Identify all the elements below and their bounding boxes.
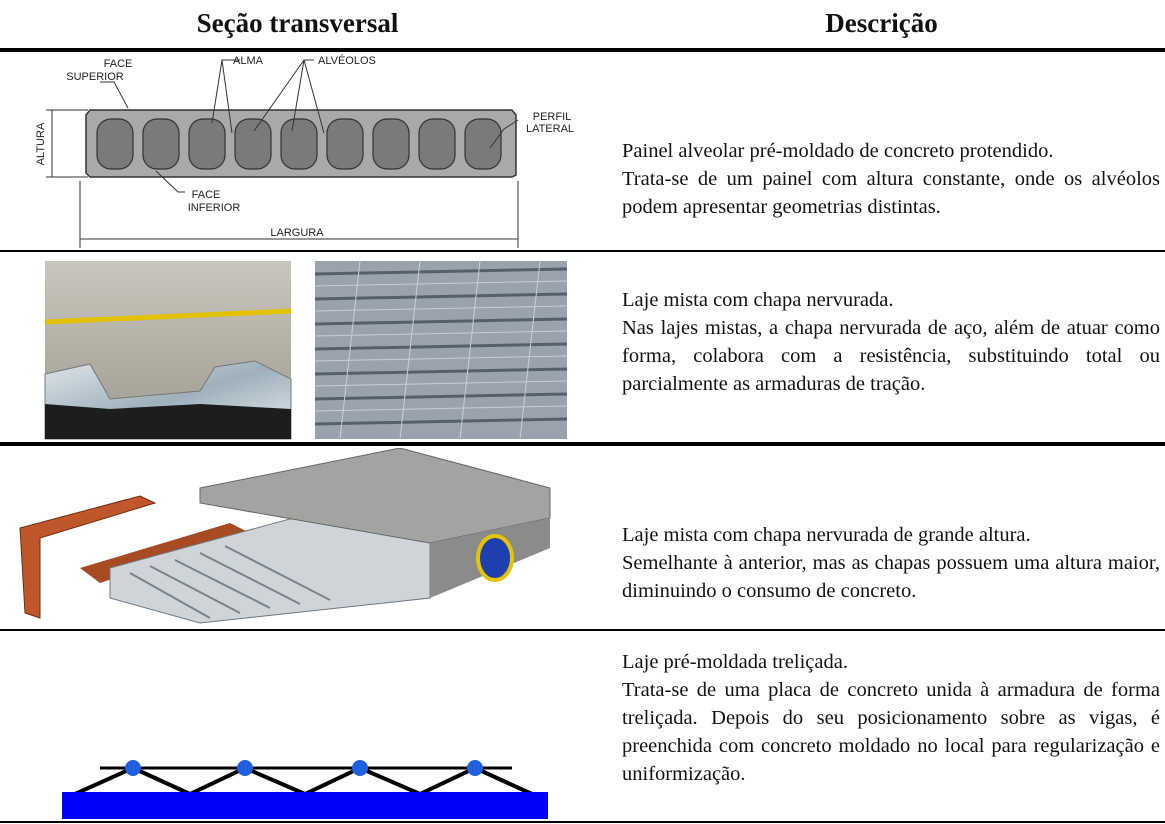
shape [464,118,502,170]
shape [314,405,568,412]
shape [142,118,180,170]
shape [199,552,301,605]
shape [372,118,410,170]
shape [314,305,568,312]
shape [314,317,568,326]
rule [0,821,1165,823]
shape [74,765,533,797]
shape [125,760,483,776]
shape [314,260,568,440]
shape [314,267,568,276]
hollow-core-figure: FACE SUPERIOR ALMA ALVÉOLOS PERFIL LATER… [35,54,574,248]
description-title: Painel alveolar pré-moldado de concreto … [622,140,1054,162]
figure-label: LARGURA [270,227,324,239]
figure-label: INFERIOR [188,202,241,214]
shape [314,292,568,301]
shape [96,118,502,170]
shape [45,404,291,439]
shape [326,118,364,170]
figure-label: FACE [192,189,221,201]
truss-figure [62,760,548,819]
shape [352,760,368,776]
shape [174,559,271,609]
figure-label: FACE [104,58,133,70]
description-title: Laje pré-moldada treliçada. [622,651,848,673]
shape [96,118,134,170]
figure-label: ALMA [233,55,264,67]
description-text: Semelhante à anterior, mas as chapas pos… [622,552,1160,602]
shape [237,760,253,776]
description: Painel alveolar pré-moldado de concreto … [622,137,1160,221]
shape [19,495,157,619]
shape [100,81,129,109]
rule [0,629,1165,631]
shape [339,260,361,440]
shape [129,545,331,619]
rule [0,442,1165,446]
shape [519,260,541,440]
shape [211,59,240,134]
description-text: Trata-se de uma placa de concreto unida … [622,679,1160,785]
shape [314,330,568,337]
shape [314,342,568,351]
rule [0,48,1165,52]
column-header: Seção transversal [196,8,399,38]
steel-deck-photos [44,260,568,440]
figure-label: PERFIL [533,111,572,123]
shape [467,760,483,776]
shape [459,260,481,440]
figure-label: LATERAL [526,123,574,135]
shape [234,118,272,170]
description-title: Laje mista com chapa nervurada. [622,289,894,311]
shape [314,367,568,376]
shape [62,792,548,819]
shape [315,261,567,439]
shape [46,59,519,248]
shape [188,118,226,170]
shape [399,260,421,440]
shape [253,59,325,134]
figure-label: SUPERIOR [66,71,124,83]
description-text: Trata-se de um painel com altura constan… [622,168,1160,218]
description: Laje pré-moldada treliçada. Trata-se de … [622,648,1160,788]
figure-label: ALVÉOLOS [318,54,376,67]
shape [155,170,185,193]
description: Laje mista com chapa nervurada de grande… [622,521,1160,605]
shape [476,534,514,582]
shape [314,417,568,426]
shape [224,545,331,601]
shape [280,118,318,170]
shape [149,565,241,614]
shape [314,355,568,362]
rule [0,250,1165,252]
shape [314,380,568,387]
shape [489,119,519,149]
column-header: Descrição [825,8,938,38]
description: Laje mista com chapa nervurada. Nas laje… [622,286,1160,398]
shape [44,308,292,325]
shape [129,572,211,619]
description-title: Laje mista com chapa nervurada de grande… [622,524,1031,546]
description-text: Nas lajes mistas, a chapa nervurada de a… [622,317,1160,395]
shape [125,760,141,776]
deep-deck-figure [19,448,551,624]
shape [418,118,456,170]
figure-label: ALTURA [35,122,47,165]
